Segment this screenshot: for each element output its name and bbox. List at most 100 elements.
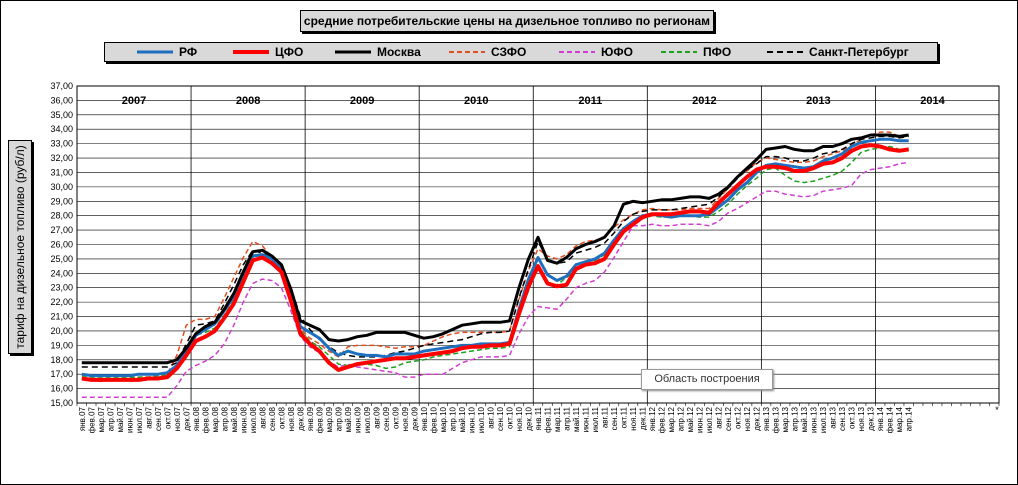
y-tick-label: 15,00: [50, 398, 73, 408]
x-tick-label: ноя.13: [857, 406, 866, 431]
x-tick-label: мар.11: [553, 406, 562, 431]
x-tick-label: мар.10: [439, 406, 448, 432]
x-tick-label: янв.12: [648, 406, 657, 431]
y-tick-label: 16,00: [50, 384, 73, 394]
x-tick-label: май.07: [116, 406, 125, 432]
x-tick-label: авг.11: [601, 406, 610, 428]
y-tick-label: 19,00: [50, 340, 73, 350]
y-tick-label: 28,00: [50, 211, 73, 221]
x-tick-label: окт.12: [734, 406, 743, 428]
legend-label: ПФО: [703, 45, 732, 59]
x-tick-label: янв.09: [306, 406, 315, 431]
x-tick-label: апр.09: [334, 406, 343, 431]
x-tick-label: дек.13: [867, 406, 876, 430]
x-tick-label: апр.12: [677, 406, 686, 431]
y-tick-label: 17,00: [50, 369, 73, 379]
x-tick-label: июл.09: [363, 406, 372, 433]
x-tick-label: окт.11: [620, 406, 629, 428]
x-tick-label: ноя.09: [401, 406, 410, 431]
x-tick-label: ноя.11: [629, 406, 638, 430]
x-tick-label: июл.10: [477, 406, 486, 433]
x-tick-label: фев.09: [315, 406, 324, 433]
y-tick-label: 26,00: [50, 240, 73, 250]
y-tick-label: 18,00: [50, 355, 73, 365]
year-label: 2013: [806, 95, 830, 107]
x-tick-label: фев.10: [429, 406, 438, 433]
plot-border: [76, 85, 1000, 404]
year-label: 2012: [692, 95, 716, 107]
x-tick-label: фев.14: [886, 406, 895, 433]
x-tick-label: дек.11: [639, 406, 648, 430]
x-tick-label: фев.07: [87, 406, 96, 433]
legend-label: РФ: [179, 45, 198, 59]
x-tick-label: дек.07: [182, 406, 191, 430]
x-tick-label: авг.09: [372, 406, 381, 428]
x-tick-label: янв.14: [876, 406, 885, 431]
legend-label: ЮФО: [601, 45, 633, 59]
y-tick-label: 23,00: [50, 283, 73, 293]
x-tick-label: июн.12: [696, 406, 705, 433]
y-tick-label: 32,00: [50, 153, 73, 163]
x-tick-label: окт.07: [163, 406, 172, 428]
x-tick-label: июл.12: [705, 406, 714, 433]
y-tick-label: 33,00: [50, 139, 73, 149]
x-tick-label: июл.07: [135, 406, 144, 433]
x-tick-label: фев.13: [772, 406, 781, 433]
x-tick-label: сен.07: [154, 406, 163, 431]
year-label: 2009: [350, 95, 374, 107]
x-tick-label: май.12: [686, 406, 695, 432]
y-tick-label: 34,00: [50, 124, 73, 134]
x-tick-label: фев.12: [658, 406, 667, 433]
series-line-4: [81, 161, 909, 398]
x-tick-label: апр.10: [448, 406, 457, 431]
x-tick-label: апр.07: [106, 406, 115, 431]
x-tick-label: июл.08: [249, 406, 258, 433]
y-tick-label: 37,00: [50, 81, 73, 91]
y-tick-label: 24,00: [50, 268, 73, 278]
x-tick-label: дек.12: [753, 406, 762, 430]
y-axis-title: тариф на дизельное топливо (руб/л): [8, 140, 32, 354]
legend-label: Москва: [377, 45, 421, 59]
x-tick-label: апр.13: [791, 406, 800, 431]
y-tick-label: 25,00: [50, 254, 73, 264]
x-tick-label: май.10: [458, 406, 467, 432]
x-tick-label: янв.08: [192, 406, 201, 431]
y-tick-label: 29,00: [50, 196, 73, 206]
x-tick-label: май.08: [230, 406, 239, 432]
series-line-2: [81, 133, 909, 365]
series-line-1: [81, 143, 909, 382]
x-tick-label: апр.11: [563, 406, 572, 430]
legend-label: Санкт-Петербург: [809, 45, 909, 59]
x-tick-label: июн.11: [582, 406, 591, 432]
x-tick-label: янв.11: [534, 406, 543, 430]
x-tick-label: окт.13: [848, 406, 857, 428]
x-tick-label: июн.08: [239, 406, 248, 433]
x-tick-label: фев.08: [201, 406, 210, 433]
x-tick-label: сен.10: [496, 406, 505, 431]
x-tick-label: мар.14: [895, 406, 904, 432]
x-tick-label: сен.13: [838, 406, 847, 431]
y-tick-label: 35,00: [50, 110, 73, 120]
legend-label: СЗФО: [491, 45, 527, 59]
x-tick-label: июн.07: [125, 406, 134, 433]
x-tick-label: янв.10: [420, 406, 429, 431]
x-tick-label: июн.13: [810, 406, 819, 433]
x-tick-label: янв.13: [762, 406, 771, 431]
chart-legend: РФ ЦФО Москва СЗФО ЮФО ПФО Санкт-Петербу…: [104, 42, 938, 62]
x-tick-label: дек.08: [296, 406, 305, 430]
y-tick-label: 22,00: [50, 297, 73, 307]
x-tick-label: ноя.12: [743, 406, 752, 431]
x-tick-label: авг.08: [258, 406, 267, 428]
x-tick-label: апр.14: [905, 406, 914, 431]
series-line-3: [81, 131, 909, 383]
x-tick-label: окт.09: [391, 406, 400, 428]
x-tick-label: сен.11: [610, 406, 619, 430]
x-tick-label: авг.10: [486, 406, 495, 428]
y-tick-label: 20,00: [50, 326, 73, 336]
x-tick-label: июл.11: [591, 406, 600, 432]
x-tick-label: авг.07: [144, 406, 153, 428]
plot-area-tooltip: Область построения: [641, 369, 773, 390]
chart-title: средние потребительские цены на дизельно…: [300, 10, 714, 32]
